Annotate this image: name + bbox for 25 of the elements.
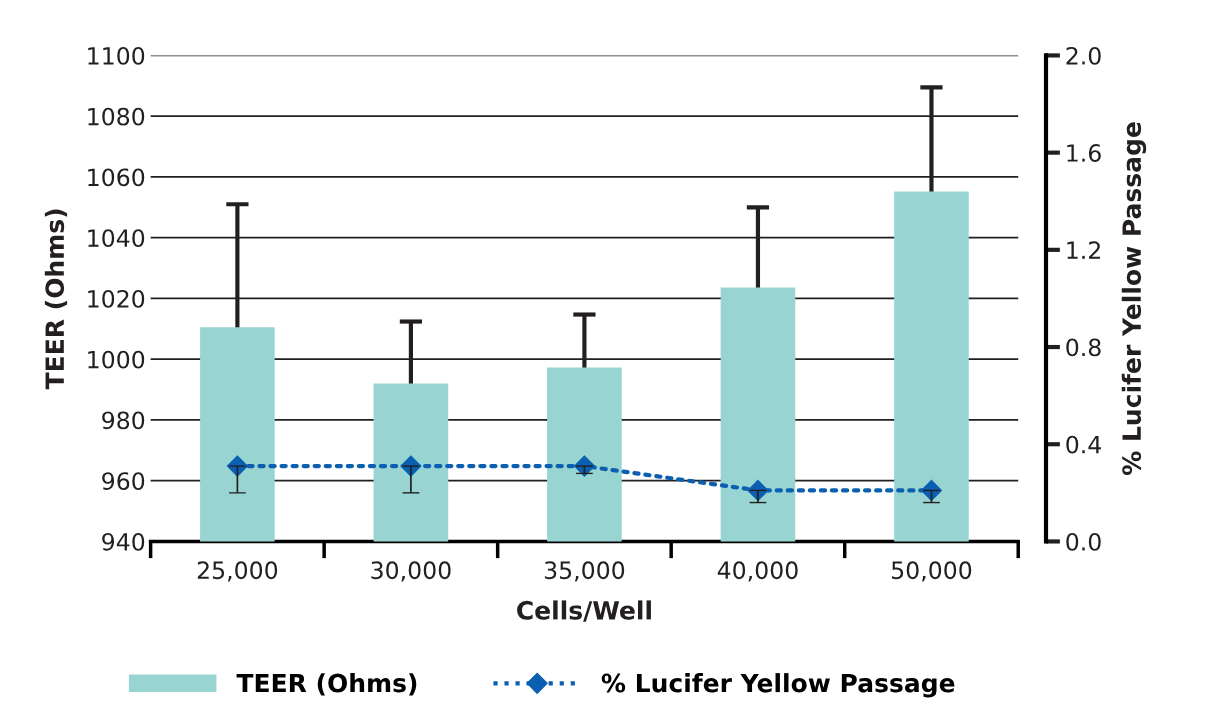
y-tick-label: 1060 xyxy=(88,168,145,187)
legend-label: % Lucifer Yellow Passage xyxy=(601,673,955,698)
y2-tick-label: 0.8 xyxy=(1066,338,1101,357)
y2-tick-label: 0.0 xyxy=(1066,532,1101,551)
x-tick-label: 40,000 xyxy=(717,561,798,582)
y-tick-label: 940 xyxy=(102,532,145,551)
x-tick-label: 25,000 xyxy=(197,561,278,582)
y-tick-label: 980 xyxy=(102,411,145,430)
y2-tick-label: 2.0 xyxy=(1066,46,1101,65)
y-axis-title: TEER (Ohms) xyxy=(44,209,68,390)
y-tick-label: 1000 xyxy=(88,350,145,369)
x-tick-label: 50,000 xyxy=(891,561,972,582)
x-axis-title: Cells/Well xyxy=(517,600,651,622)
y2-tick-label: 0.4 xyxy=(1066,435,1101,454)
legend-label: TEER (Ohms) xyxy=(236,673,417,696)
y2-tick-label: 1.2 xyxy=(1067,241,1100,259)
y-tick-label: 1040 xyxy=(88,229,145,247)
y-tick-label: 1020 xyxy=(88,289,145,308)
y-tick-label: 1080 xyxy=(88,107,145,126)
x-tick-label: 30,000 xyxy=(371,561,451,582)
y2-tick-label: 1.6 xyxy=(1067,144,1101,162)
y2-axis-title: % Lucifer Yellow Passage xyxy=(1121,122,1147,475)
x-tick-label: 35,000 xyxy=(544,561,625,582)
y-tick-label: 960 xyxy=(102,472,145,490)
y-tick-label: 1100 xyxy=(88,46,145,65)
